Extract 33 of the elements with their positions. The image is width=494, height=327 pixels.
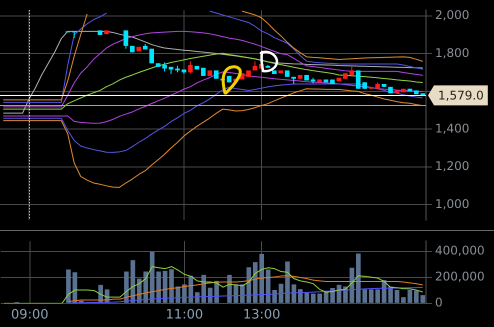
bar	[266, 269, 270, 303]
bar	[317, 294, 322, 303]
bar	[310, 294, 316, 303]
candlestick	[188, 60, 193, 74]
bar	[246, 267, 252, 303]
bar	[298, 289, 303, 303]
bar	[356, 254, 361, 303]
bar	[66, 269, 71, 303]
x-tick-label: 13:00	[242, 308, 280, 323]
y-tick-label: 400,000	[435, 244, 485, 258]
candlestick	[356, 70, 361, 90]
bar	[259, 254, 264, 303]
y-tick-label: 1,400	[435, 121, 470, 136]
ref-line-label: 1,579.0	[438, 88, 484, 102]
y-tick-label: 200,000	[435, 270, 485, 284]
x-tick-label: 09:00	[11, 308, 49, 323]
bar	[304, 292, 310, 303]
bar	[208, 288, 212, 303]
bar	[130, 260, 136, 303]
bar	[368, 289, 374, 303]
y-tick-label: 0	[435, 296, 443, 310]
candlestick	[124, 30, 128, 50]
bar	[414, 290, 419, 303]
candlestick	[149, 48, 154, 64]
y-tick-label: 2,000	[435, 8, 470, 22]
bar	[375, 289, 380, 303]
y-tick-label: 1,200	[435, 159, 470, 174]
y-tick-label: 1,800	[435, 46, 470, 60]
x-tick-label: 11:00	[166, 308, 204, 323]
bar	[362, 289, 368, 303]
bar	[150, 252, 155, 303]
bar	[420, 295, 426, 303]
y-tick-label: 1,000	[435, 196, 470, 211]
